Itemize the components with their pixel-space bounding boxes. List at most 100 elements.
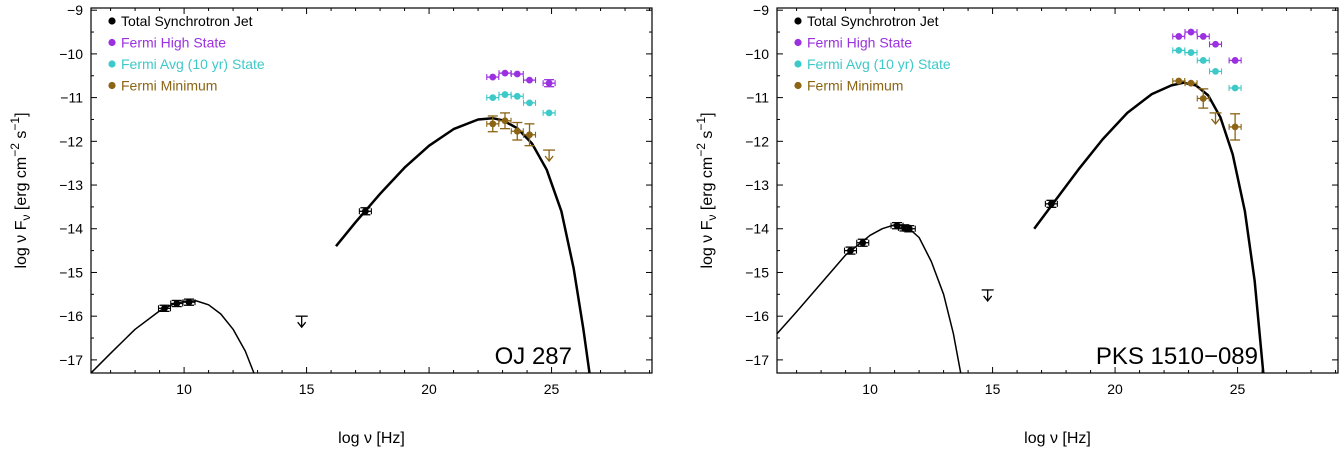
y-axis-title-part: ν <box>19 215 33 221</box>
series-3 <box>486 91 556 117</box>
upper-limit-head <box>297 321 307 329</box>
upper-limit-head <box>544 155 554 163</box>
data-point <box>1047 200 1055 208</box>
legend: Total Synchrotron Jet Fermi High State Fer… <box>794 13 951 94</box>
data-point <box>489 94 497 102</box>
data-point <box>501 117 509 125</box>
legend-label: Fermi High State <box>121 35 226 51</box>
y-axis-title: log ν Fν [erg cm−2 s−1] <box>694 112 719 268</box>
chart-panel-2: 10 15 20 25 −9 −10 −11 −12 −13 −14 −15 −16 −17 log ν … <box>694 2 1339 447</box>
data-point <box>847 247 854 255</box>
data-point <box>361 207 369 215</box>
data-point <box>1199 95 1207 102</box>
x-tick-label: 25 <box>1230 381 1246 397</box>
y-tick-label: −14 <box>745 221 769 237</box>
data-point <box>173 300 181 307</box>
data-point <box>1175 47 1183 54</box>
panel-label: OJ 287 <box>495 343 572 370</box>
series-2 <box>486 69 556 88</box>
y-tick-label: −10 <box>745 46 769 62</box>
legend-label: Fermi Avg (10 yr) State <box>807 56 951 72</box>
x-tick-label: 20 <box>1107 381 1123 397</box>
y-tick-label: −16 <box>59 308 83 324</box>
y-tick-label: −16 <box>745 308 769 324</box>
upper-limit-arrow <box>1209 112 1222 125</box>
legend-label: Total Synchrotron Jet <box>121 13 253 29</box>
legend-marker <box>794 17 802 25</box>
legend: Total Synchrotron Jet Fermi High State Fer… <box>108 13 265 94</box>
model-curve-synchrotron-low <box>777 224 962 373</box>
plot-frame <box>776 7 1339 374</box>
model-curves <box>777 81 1265 373</box>
y-axis-title: log ν Fν [erg cm−2 s−1] <box>8 112 33 268</box>
model-curve-synchrotron-high <box>1033 81 1265 373</box>
upper-limit-head <box>1211 118 1221 125</box>
y-axis-title-part: ν <box>705 215 719 221</box>
data-point <box>859 239 867 247</box>
legend-marker <box>108 81 116 90</box>
x-tick-label: 10 <box>862 381 878 397</box>
data-point <box>185 298 193 306</box>
y-tick-label: −17 <box>745 352 769 368</box>
y-axis-title-part: log ν F <box>13 220 30 268</box>
model-curve-synchrotron-low <box>91 300 255 373</box>
data-point <box>545 79 553 87</box>
data-point <box>1199 57 1207 64</box>
upper-limit-head <box>983 295 993 302</box>
data-point <box>513 92 521 100</box>
y-tick-label: −17 <box>59 352 83 368</box>
y-tick-label: −12 <box>59 133 83 149</box>
x-tick-label: 25 <box>544 381 560 397</box>
data-point <box>1199 33 1207 40</box>
y-tick-label: −9 <box>753 2 769 18</box>
x-axis-title: log ν [Hz] <box>1024 430 1091 447</box>
y-axis-title-part: ] <box>699 112 716 116</box>
y-tick-label: −12 <box>745 133 769 149</box>
series-4 <box>1172 77 1242 141</box>
data-point <box>513 70 521 78</box>
legend-label: Fermi Minimum <box>807 78 903 94</box>
series-3 <box>1172 47 1242 92</box>
data-point <box>905 225 913 233</box>
y-tick-label: −11 <box>60 90 83 106</box>
y-axis-title-part: [erg cm <box>13 157 30 215</box>
x-tick-label: 10 <box>176 381 192 397</box>
legend-marker <box>108 38 116 47</box>
data-point <box>501 69 509 77</box>
series-1 <box>843 199 1058 255</box>
chart-panel-1: 10 15 20 25 −9 −10 −11 −12 −13 −14 −15 −16 −17 log ν … <box>8 2 653 447</box>
y-tick-label: −15 <box>59 264 83 280</box>
data-point <box>545 109 553 117</box>
data-point <box>161 304 168 312</box>
data-point <box>1212 67 1219 75</box>
y-tick-label: −9 <box>67 2 83 18</box>
panel-label: PKS 1510−089 <box>1096 343 1258 370</box>
y-axis-title-part: s <box>699 131 716 143</box>
legend-marker <box>794 81 802 90</box>
plot-frame <box>90 7 653 374</box>
upper-limit-arrow <box>295 315 308 329</box>
data-point <box>1175 77 1183 85</box>
data-point <box>1212 40 1219 48</box>
data-point <box>526 131 533 139</box>
legend-marker <box>108 60 116 68</box>
legend-label: Fermi High State <box>807 35 912 51</box>
legend-marker <box>794 60 802 68</box>
data-point <box>1187 28 1195 36</box>
x-axis-title: log ν [Hz] <box>338 430 405 447</box>
data-point <box>1187 79 1195 87</box>
y-axis-title-part: −1 <box>8 117 22 131</box>
y-axis-title-part: [erg cm <box>699 157 716 215</box>
legend-marker <box>108 17 116 25</box>
data-point <box>1231 84 1239 92</box>
data-point <box>489 73 497 81</box>
model-curves <box>91 116 591 373</box>
y-axis-title-part: ] <box>13 112 30 116</box>
x-tick-label: 15 <box>299 381 315 397</box>
data-point <box>1175 33 1183 40</box>
data-point <box>1231 123 1239 131</box>
y-axis-title-part: −1 <box>694 117 708 131</box>
x-tick-label: 20 <box>421 381 437 397</box>
series-2 <box>1172 28 1242 64</box>
